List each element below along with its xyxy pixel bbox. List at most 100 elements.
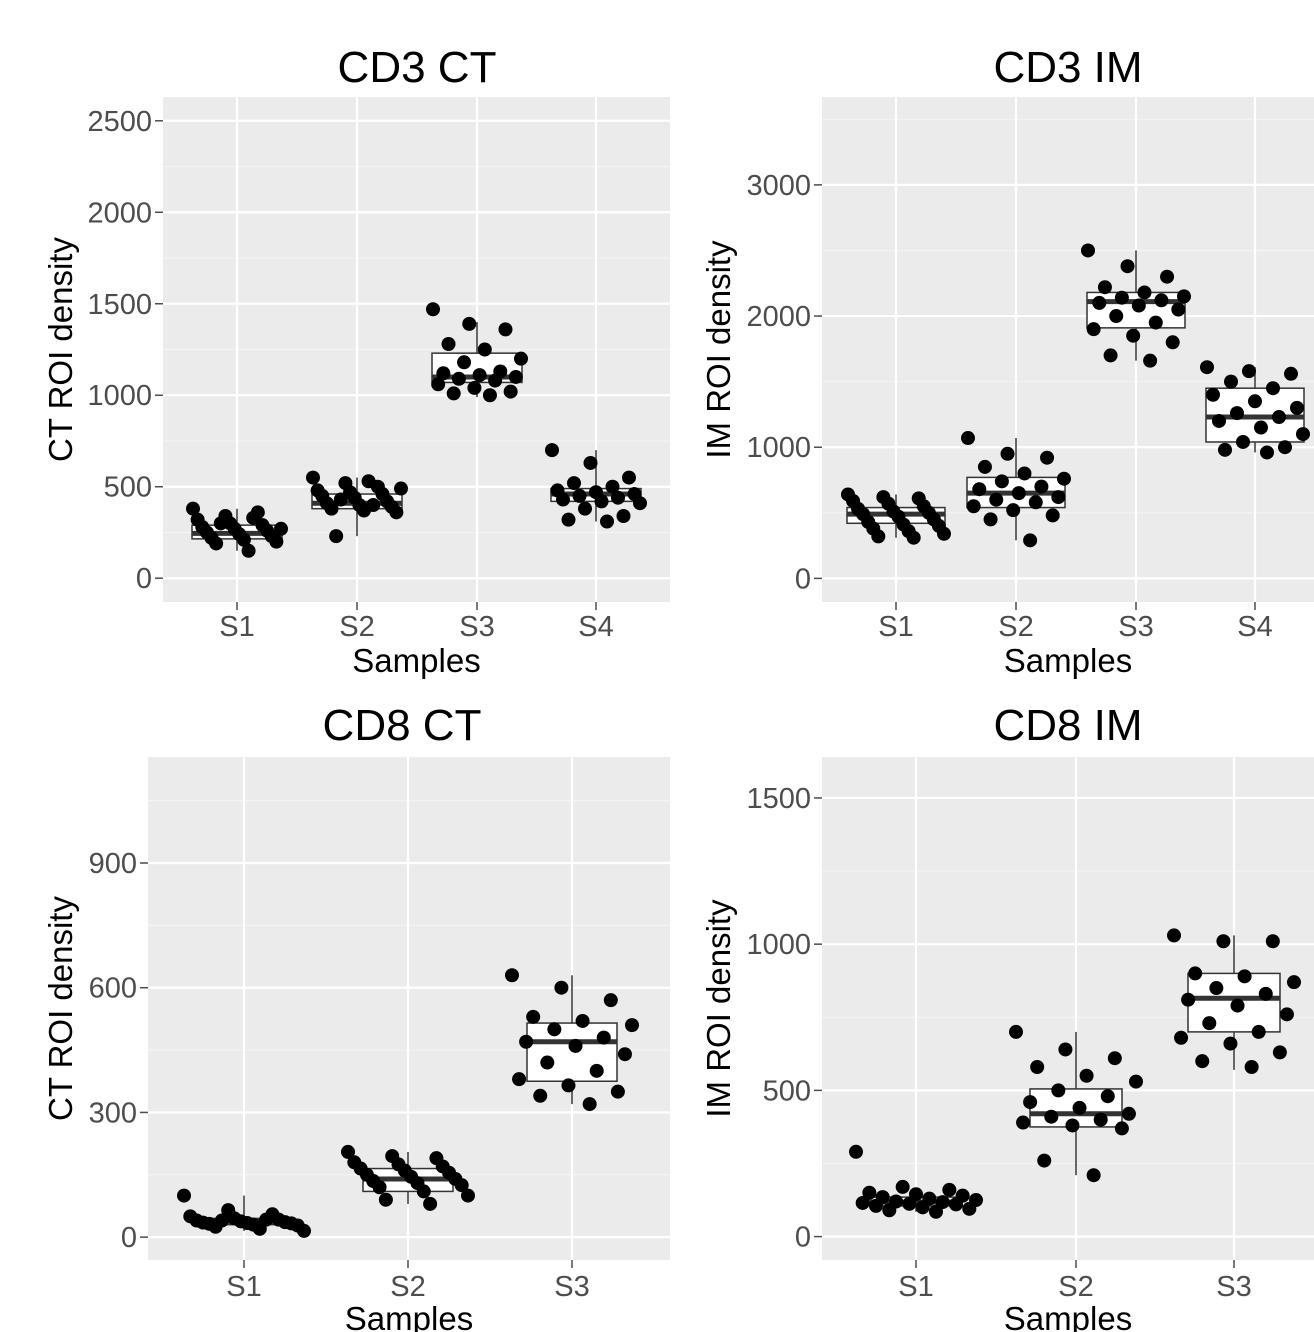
data-point-s3 [488, 373, 503, 388]
x-tick-label: S4 [578, 611, 613, 643]
y-axis-title: CT ROI density [42, 237, 79, 462]
panel-cd3-ct: 0 500 1000 1500 2000 2500 S1 S2 S3 S4 CD3 CT Sample… [42, 43, 670, 679]
x-tick-label: S3 [1216, 1271, 1251, 1303]
data-point-s2 [1044, 1109, 1059, 1124]
y-tick-label: 1500 [746, 783, 811, 815]
data-point-s2 [1023, 1095, 1038, 1110]
y-axis-title: IM ROI density [700, 899, 737, 1118]
data-point-s3 [617, 1047, 632, 1062]
data-point-s2 [461, 1188, 475, 1203]
data-point-s3 [1086, 322, 1101, 337]
data-point-s3 [503, 384, 518, 399]
data-point-s1 [871, 529, 886, 544]
data-point-s2 [324, 501, 339, 516]
x-tick-label: S2 [339, 611, 374, 643]
data-point-s3 [1237, 969, 1252, 984]
data-point-s4 [605, 479, 620, 494]
data-point-s4 [1278, 440, 1292, 455]
data-point-s3 [1103, 348, 1118, 363]
data-point-s4 [594, 494, 609, 509]
data-point-s1 [902, 1196, 917, 1211]
data-point-s3 [1160, 269, 1175, 284]
data-point-s2 [454, 1178, 469, 1193]
y-axis-title: CT ROI density [42, 896, 79, 1121]
data-point-s2 [1030, 1059, 1045, 1074]
y-tick-label: 300 [89, 1097, 137, 1129]
data-point-s2 [1000, 446, 1015, 461]
y-tick-label: 2000 [87, 197, 152, 229]
data-point-s2 [333, 492, 348, 507]
data-point-s3 [533, 1088, 548, 1103]
data-point-s4 [556, 492, 570, 507]
data-point-s2 [1016, 1115, 1031, 1130]
data-point-s3 [477, 342, 492, 357]
data-point-s2 [1093, 1112, 1108, 1127]
data-point-s3 [519, 1034, 534, 1049]
y-tick-label: 2000 [746, 301, 811, 333]
data-point-s3 [451, 371, 466, 386]
data-point-s4 [1218, 442, 1232, 457]
data-point-s2 [394, 481, 408, 496]
data-point-s3 [1081, 243, 1095, 258]
y-tick-label: 3000 [746, 170, 811, 202]
data-point-s4 [1260, 445, 1274, 460]
data-point-s3 [1258, 986, 1273, 1001]
data-point-s4 [1236, 434, 1250, 449]
data-point-s1 [297, 1223, 311, 1238]
data-point-s4 [1290, 400, 1304, 415]
data-point-s3 [498, 322, 513, 337]
data-point-s3 [1223, 1036, 1238, 1051]
data-point-s1 [849, 1144, 863, 1159]
data-point-s1 [937, 526, 951, 541]
data-point-s1 [949, 1197, 963, 1212]
y-tick-label: 0 [795, 563, 811, 595]
data-point-s4 [572, 488, 587, 503]
data-point-s2 [1058, 1042, 1073, 1057]
data-point-s3 [1177, 289, 1191, 304]
data-point-s2 [1129, 1074, 1143, 1089]
y-tick-label: 1000 [746, 929, 811, 961]
data-point-s3 [431, 377, 446, 392]
data-point-s2 [378, 1192, 393, 1207]
data-point-s1 [259, 1212, 274, 1227]
data-point-s3 [1171, 302, 1186, 317]
data-point-s3 [1092, 295, 1107, 310]
data-point-s3 [457, 355, 472, 370]
x-tick-label: S1 [226, 1271, 261, 1303]
data-point-s3 [512, 1072, 527, 1087]
x-axis-title: Samples [352, 642, 480, 679]
data-point-s3 [1272, 1045, 1287, 1060]
data-point-s1 [962, 1201, 977, 1216]
data-point-s3 [505, 968, 519, 983]
data-point-s3 [526, 1009, 541, 1024]
data-point-s2 [341, 1144, 355, 1159]
data-point-s1 [882, 1203, 897, 1218]
data-point-s2 [972, 482, 987, 497]
data-point-s2 [1051, 490, 1066, 505]
data-point-s3 [1251, 1024, 1266, 1039]
data-point-s3 [1154, 293, 1169, 308]
data-point-s3 [436, 366, 451, 381]
data-point-s2 [416, 1184, 431, 1199]
data-point-s2 [329, 529, 344, 544]
data-point-s2 [977, 459, 992, 474]
panel-cd3-im: 0 1000 2000 3000 S1 S2 S3 S4 CD3 IM Samples IM ROI… [700, 43, 1314, 679]
data-point-s2 [961, 431, 975, 446]
x-tick-label: S3 [554, 1271, 589, 1303]
data-point-s4 [633, 496, 647, 511]
data-point-s1 [236, 532, 251, 547]
data-point-s2 [1045, 508, 1060, 523]
data-point-s3 [1097, 280, 1112, 295]
y-tick-label: 0 [795, 1222, 811, 1254]
data-point-s2 [306, 470, 320, 485]
y-tick-label: 500 [763, 1075, 811, 1107]
data-point-s4 [561, 512, 576, 527]
data-point-s3 [1188, 966, 1203, 981]
data-point-s2 [1040, 450, 1055, 465]
data-point-s3 [589, 1063, 604, 1078]
data-point-s1 [209, 536, 224, 551]
data-point-s4 [567, 476, 581, 491]
y-tick-label: 0 [136, 563, 152, 595]
data-point-s4 [1272, 410, 1286, 425]
data-point-s2 [1079, 1068, 1094, 1083]
